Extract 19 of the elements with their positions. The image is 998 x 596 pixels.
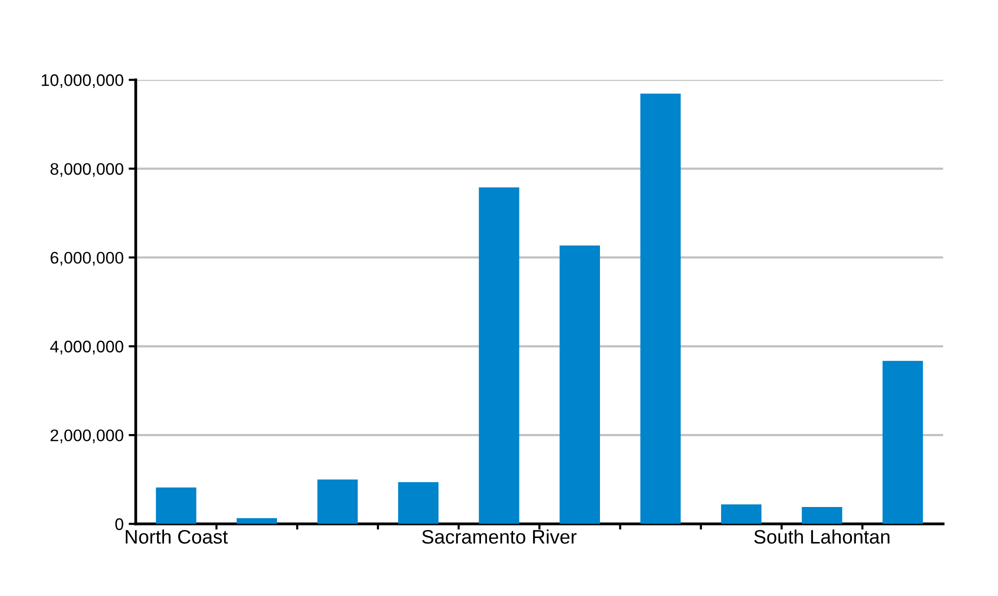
bar [317,479,358,524]
y-tick-label: 6,000,000 [50,252,124,266]
bar [640,94,681,524]
bar [156,487,196,524]
x-tick-label: South Lahontan [754,529,890,544]
bar [236,518,278,524]
bar [560,245,600,524]
y-tick-label: 8,000,000 [50,163,124,177]
bar [802,507,842,524]
y-tick-label: 4,000,000 [50,340,124,354]
x-tick-label: North Coast [126,529,228,544]
y-tick-label: 10,000,000 [42,74,124,88]
x-tick-label: Sacramento River [422,529,577,544]
bar [478,187,520,524]
bar [398,482,438,524]
y-tick-label: 2,000,000 [50,429,124,444]
bar [721,504,762,524]
bar [882,360,923,524]
y-tick-label: 0 [115,518,124,530]
